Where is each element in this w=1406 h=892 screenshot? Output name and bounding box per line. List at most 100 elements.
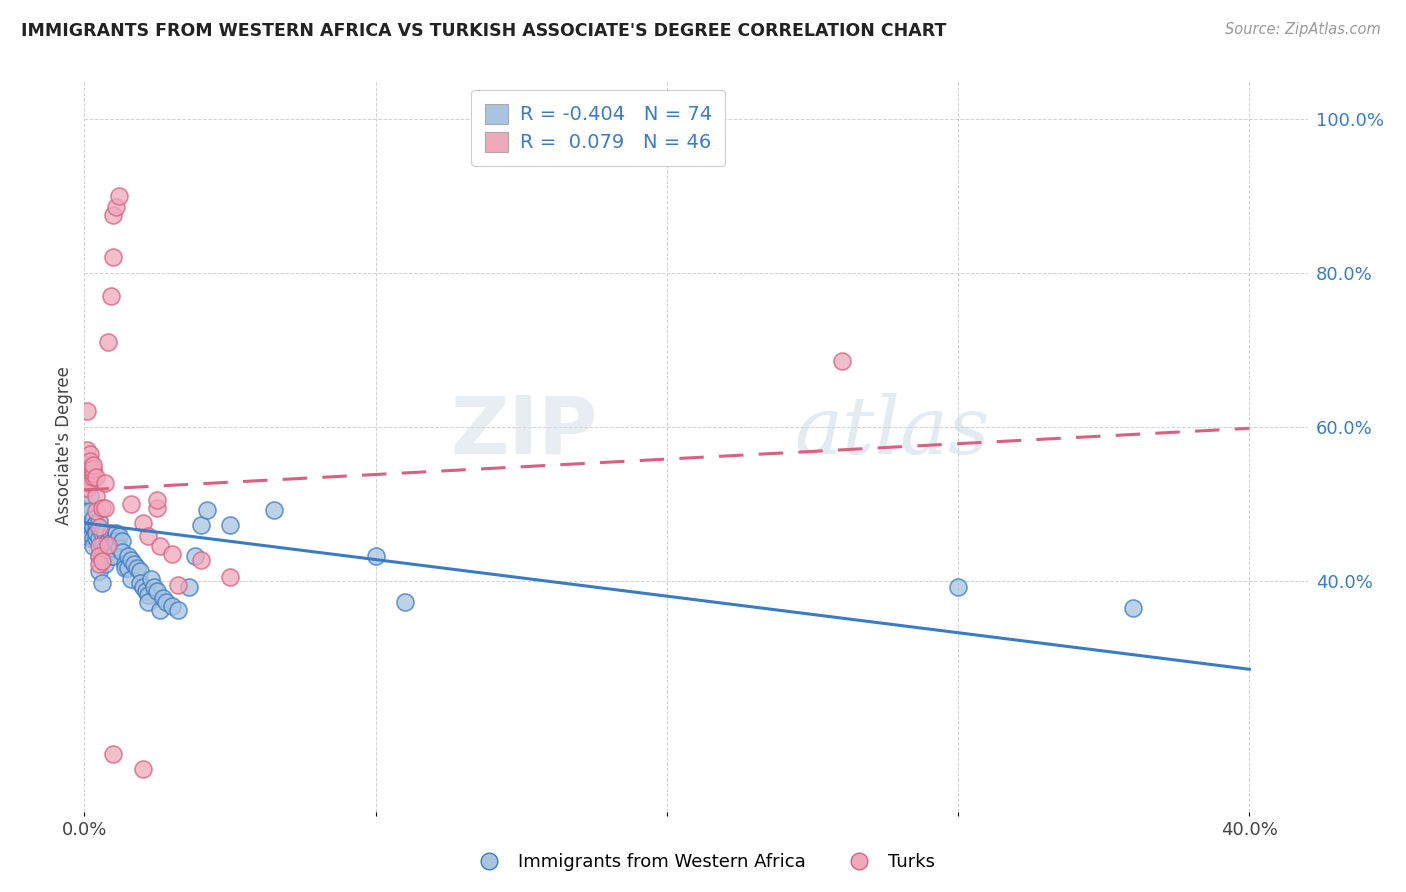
Point (87, 514, 110, 528)
Point (111, 545, 134, 559)
Point (82, 539, 104, 553)
Point (76, 512, 98, 526)
Legend: R = -0.404   N = 74, R =  0.079   N = 46: R = -0.404 N = 74, R = 0.079 N = 46 (471, 90, 725, 166)
Point (831, 354, 853, 368)
Point (184, 549, 207, 563)
Point (100, 289, 122, 303)
Point (84, 489, 107, 503)
Point (79, 447, 101, 461)
Point (82, 466, 104, 480)
Point (93, 557, 115, 571)
Point (117, 560, 139, 574)
Point (131, 516, 153, 530)
Point (87, 557, 110, 571)
Point (195, 503, 218, 517)
Point (97, 537, 120, 551)
Point (90, 554, 112, 568)
Point (82, 458, 104, 473)
Point (76, 481, 98, 495)
Point (84, 516, 107, 530)
Point (82, 512, 104, 526)
Point (946, 580, 969, 594)
Point (143, 580, 166, 594)
Point (149, 603, 172, 617)
Point (120, 572, 142, 586)
Point (103, 549, 125, 563)
Point (135, 583, 157, 598)
Point (79, 527, 101, 541)
Point (87, 531, 110, 545)
Point (114, 560, 136, 574)
Legend: Immigrants from Western Africa, Turks: Immigrants from Western Africa, Turks (464, 847, 942, 879)
Point (90, 500, 112, 515)
Point (108, 541, 131, 556)
Point (263, 503, 285, 517)
Point (93, 500, 115, 515)
Point (138, 595, 160, 609)
Point (160, 599, 183, 614)
Point (100, 526, 122, 541)
Point (138, 529, 160, 543)
Point (87, 520, 110, 534)
Point (108, 529, 131, 543)
Point (128, 576, 150, 591)
Point (146, 500, 169, 515)
Point (90, 537, 112, 551)
Point (93, 526, 115, 541)
Point (82, 532, 104, 546)
Point (103, 537, 125, 551)
Point (97, 543, 120, 558)
Point (90, 526, 112, 541)
Point (79, 462, 101, 476)
Point (103, 541, 125, 556)
Point (79, 504, 101, 518)
Text: ZIP: ZIP (451, 392, 598, 470)
Point (82, 462, 104, 476)
Point (79, 475, 101, 490)
Point (190, 553, 212, 567)
Point (179, 580, 201, 594)
Point (82, 520, 104, 534)
Point (120, 497, 142, 511)
Point (364, 549, 387, 563)
Point (114, 557, 136, 571)
Point (166, 603, 188, 617)
Point (190, 518, 212, 533)
Text: Source: ZipAtlas.com: Source: ZipAtlas.com (1225, 22, 1381, 37)
Point (146, 583, 169, 598)
Point (219, 570, 242, 584)
Point (131, 580, 153, 594)
Point (125, 560, 148, 574)
Point (84, 470, 107, 484)
Point (146, 492, 169, 507)
Text: IMMIGRANTS FROM WESTERN AFRICA VS TURKISH ASSOCIATE'S DEGREE CORRELATION CHART: IMMIGRANTS FROM WESTERN AFRICA VS TURKIS… (21, 22, 946, 40)
Text: atlas: atlas (794, 392, 990, 470)
Point (93, 475, 115, 490)
Point (84, 526, 107, 541)
Point (103, 747, 125, 761)
Point (82, 470, 104, 484)
Point (394, 595, 416, 609)
Point (100, 535, 122, 549)
Point (120, 553, 142, 567)
Point (108, 188, 131, 202)
Point (128, 565, 150, 579)
Point (131, 763, 153, 777)
Point (79, 489, 101, 503)
Point (166, 577, 188, 591)
Point (117, 549, 139, 563)
Point (97, 545, 120, 559)
Point (105, 526, 128, 541)
Point (87, 549, 110, 563)
Point (90, 576, 112, 591)
Point (87, 539, 110, 553)
Point (79, 454, 101, 468)
Point (84, 524, 107, 538)
Point (76, 458, 98, 473)
Point (76, 466, 98, 480)
Point (84, 532, 107, 546)
Point (87, 565, 110, 579)
Point (103, 251, 125, 265)
Point (76, 404, 98, 418)
Point (105, 200, 128, 214)
